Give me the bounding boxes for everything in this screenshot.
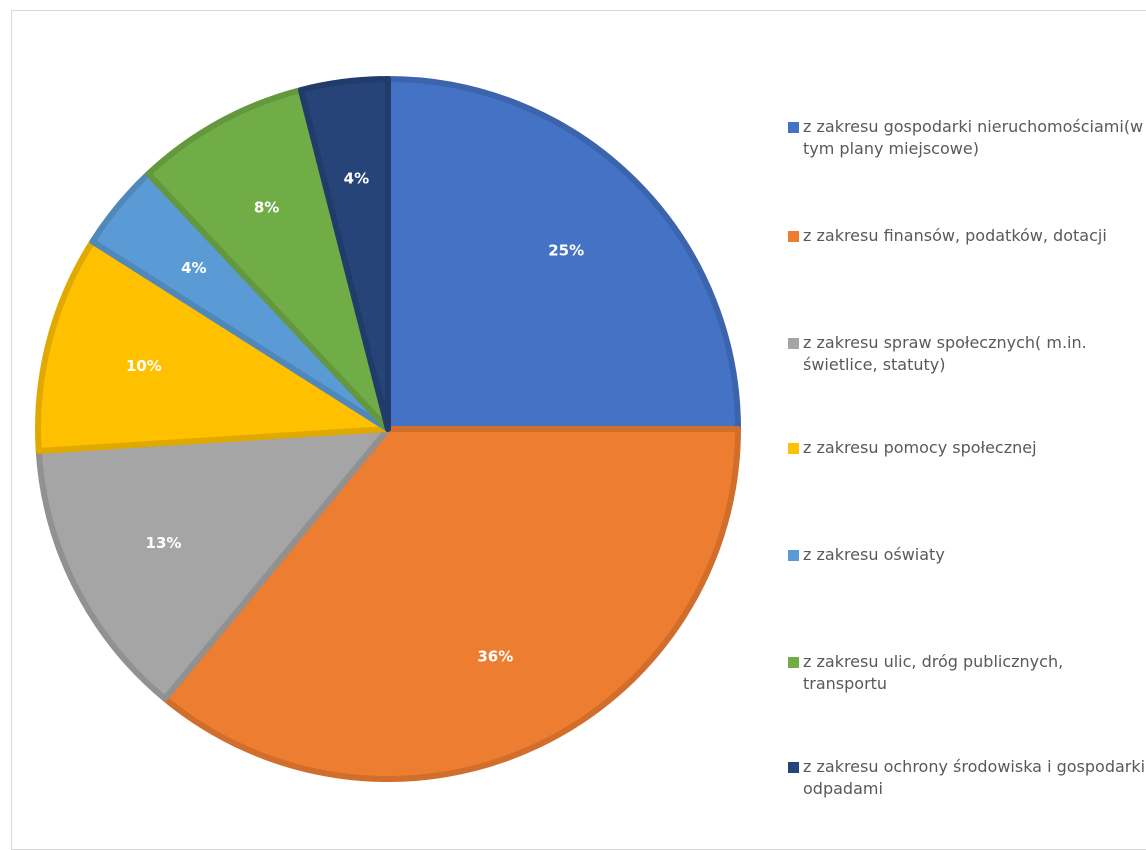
data-label-drogi-transport: 8% [254,199,279,217]
legend-item-ochrona-srodowiska: z zakresu ochrony środowiska i gospodark… [788,756,1146,800]
legend-item-gospodarka-nieruchomosciami: z zakresu gospodarki nieruchomościami(w … [788,116,1146,160]
pie-slice-finanse [161,426,741,782]
data-label-sprawy-spoleczne: 13% [146,534,182,552]
legend-swatch-ochrona-srodowiska [788,762,799,773]
legend-swatch-oswiata [788,550,799,561]
pie-slice-drogi-transport [145,86,391,432]
legend-label-ochrona-srodowiska: z zakresu ochrony środowiska i gospodark… [803,757,1146,798]
legend-item-finanse: z zakresu finansów, podatków, dotacji [788,225,1146,247]
legend-label-oswiata: z zakresu oświaty [803,545,945,564]
legend-label-pomoc-spoleczna: z zakresu pomocy społecznej [803,438,1037,457]
legend-swatch-pomoc-spoleczna [788,443,799,454]
legend-swatch-drogi-transport [788,657,799,668]
chart-area: 25% 36% 13% 10% 4% 8% 4% z zakresu gospodarki … [11,10,1146,850]
legend-swatch-sprawy-spoleczne [788,338,799,349]
legend-swatch-finanse [788,231,799,242]
data-label-ochrona-srodowiska: 4% [344,170,369,188]
pie-slice-gospodarka-nieruchomosciami [385,76,741,432]
pie-slices [35,76,741,782]
legend-item-sprawy-spoleczne: z zakresu spraw społecznych( m.in. świet… [788,332,1146,376]
legend-item-pomoc-spoleczna: z zakresu pomocy społecznej [788,437,1146,459]
pie-chart: 25% 36% 13% 10% 4% 8% 4% [35,76,741,782]
legend-item-oswiata: z zakresu oświaty [788,544,1146,566]
legend-swatch-gospodarka-nieruchomosciami [788,122,799,133]
pie-slice-pomoc-spoleczna [35,238,391,454]
data-label-oswiata: 4% [181,259,206,277]
pie-data-labels: 25% 36% 13% 10% 4% 8% 4% [126,170,584,666]
legend-label-finanse: z zakresu finansów, podatków, dotacji [803,226,1107,245]
legend-label-gospodarka-nieruchomosciami: z zakresu gospodarki nieruchomościami(w … [803,117,1144,158]
legend-label-sprawy-spoleczne: z zakresu spraw społecznych( m.in. świet… [803,333,1087,374]
pie-slice-sprawy-spoleczne [35,426,391,702]
pie-slice-ochrona-srodowiska [297,76,391,432]
data-label-finanse: 36% [477,648,513,666]
data-label-pomoc-spoleczna: 10% [126,357,162,375]
legend-item-drogi-transport: z zakresu ulic, dróg publicznych, transp… [788,651,1146,695]
data-label-gospodarka-nieruchomosciami: 25% [548,241,584,259]
legend-label-drogi-transport: z zakresu ulic, dróg publicznych, transp… [803,652,1064,693]
